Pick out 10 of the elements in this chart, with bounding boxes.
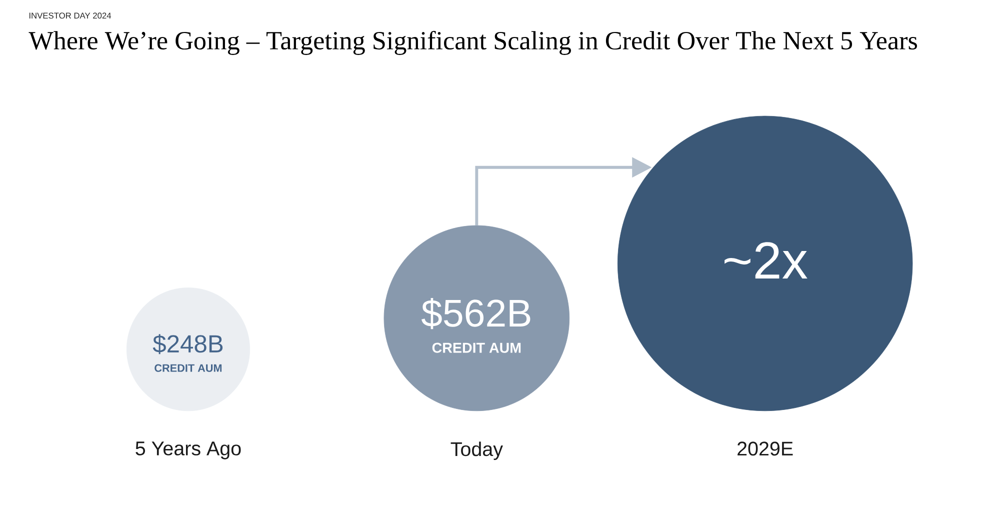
text: INVESTOR DAY 2024 <box>29 12 112 19</box>
text: Where We’re Going – Targeting Significant Scaling in Credit Over The Next 5 Years <box>28 30 917 56</box>
data-label: $248B <box>152 334 223 354</box>
category-label: 2029E <box>738 442 793 456</box>
data-label: $562B <box>421 298 530 330</box>
category-label: 5 Years Ago <box>136 442 241 460</box>
category-label: Today <box>450 442 503 460</box>
data-label: ~2x <box>724 242 808 279</box>
text: CREDIT AUM <box>154 364 222 372</box>
text: CREDIT AUM <box>432 342 521 353</box>
